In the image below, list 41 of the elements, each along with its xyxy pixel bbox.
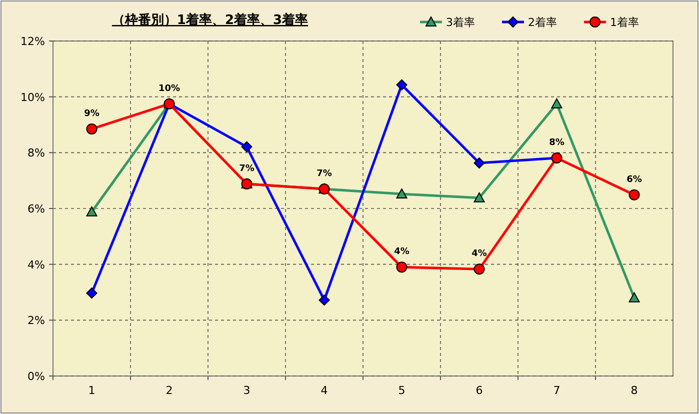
- data-label: 10%: [158, 84, 180, 94]
- point: [396, 79, 408, 90]
- point: [86, 206, 98, 216]
- x-tick-label: 2: [166, 384, 173, 397]
- y-tick-label: 4%: [28, 258, 45, 272]
- legend-label: 1着率: [610, 16, 639, 29]
- point: [241, 141, 252, 152]
- point: [551, 98, 562, 108]
- data-label: 7%: [316, 168, 332, 179]
- point: [474, 157, 485, 168]
- y-tick-label: 10%: [20, 90, 45, 104]
- x-tick-label: 6: [476, 384, 483, 397]
- y-tick-label: 0%: [28, 370, 45, 383]
- data-label: 8%: [549, 138, 564, 148]
- x-tick-label: 8: [630, 384, 638, 397]
- y-tick-label: 8%: [28, 146, 45, 160]
- y-tick-label: 12%: [20, 35, 45, 48]
- point: [474, 264, 485, 275]
- data-label: 9%: [84, 108, 100, 119]
- data-label: 4%: [394, 247, 410, 258]
- y-tick-label: 2%: [28, 314, 45, 328]
- x-tick-label: 5: [398, 384, 406, 397]
- chart-title: （枠番別）1着率、2着率、3着率: [112, 12, 308, 28]
- x-tick-label: 3: [243, 384, 250, 397]
- point: [396, 262, 408, 273]
- data-label: 7%: [239, 164, 254, 174]
- legend-label: 3着率: [446, 16, 475, 29]
- point: [318, 294, 330, 306]
- y-tick-label: 6%: [28, 202, 45, 216]
- data-label: 6%: [626, 174, 642, 185]
- x-tick-label: 7: [553, 384, 560, 397]
- point: [474, 192, 485, 202]
- point: [628, 189, 640, 200]
- legend-label: 2着率: [528, 16, 557, 29]
- point: [86, 288, 98, 299]
- point: [628, 292, 640, 302]
- x-tick-label: 1: [88, 384, 96, 397]
- x-tick-label: 4: [320, 384, 328, 397]
- point: [86, 123, 98, 134]
- point: [396, 188, 408, 198]
- data-label: 4%: [472, 249, 487, 260]
